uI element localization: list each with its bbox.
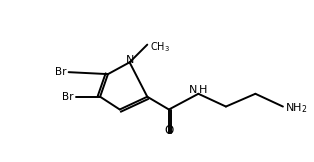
Text: N: N [125, 55, 134, 65]
Text: NH$_2$: NH$_2$ [285, 102, 307, 115]
Text: H: H [199, 85, 208, 95]
Text: Br: Br [55, 67, 67, 77]
Text: Br: Br [62, 92, 73, 102]
Text: N: N [189, 85, 198, 95]
Text: CH$_3$: CH$_3$ [150, 40, 170, 53]
Text: O: O [164, 124, 174, 137]
